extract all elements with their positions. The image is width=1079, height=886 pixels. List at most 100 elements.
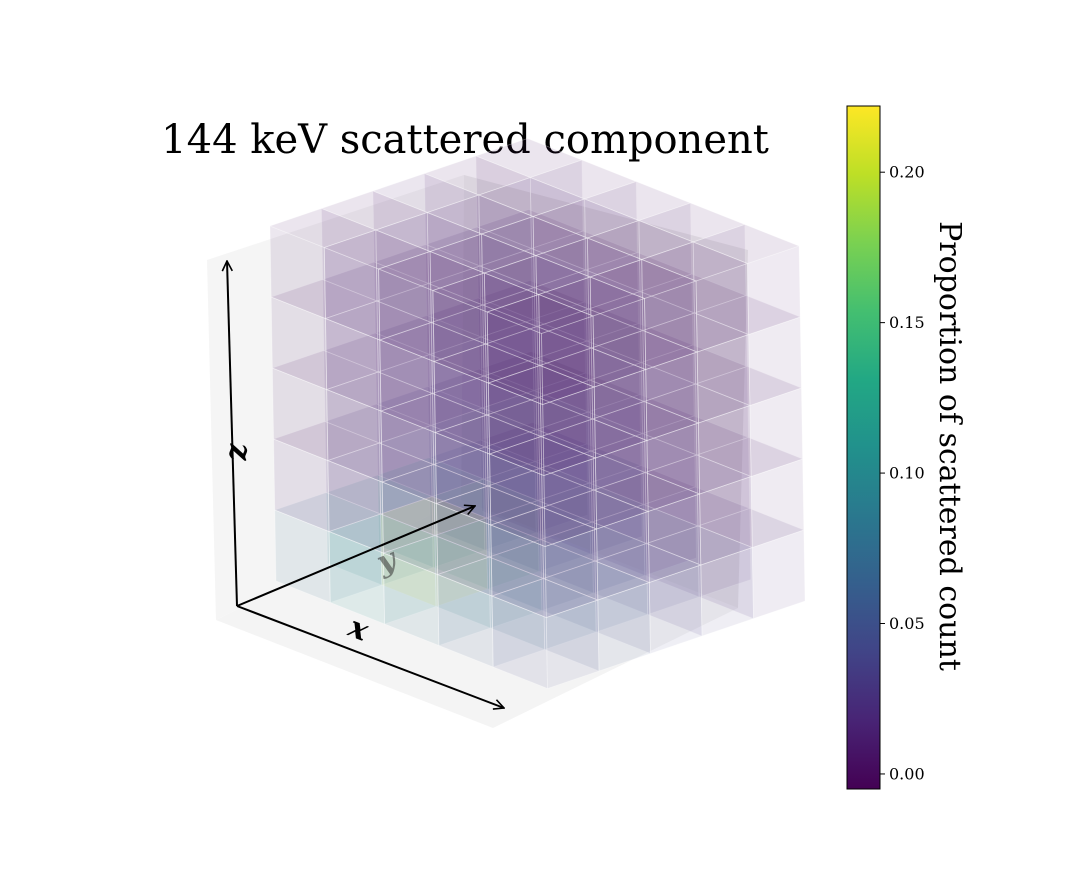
- voxel-face-side: [481, 215, 535, 306]
- voxel-2-1-0: [433, 517, 543, 629]
- voxel-face-top: [538, 347, 647, 388]
- voxel-3-2-2: [537, 379, 646, 491]
- voxel-3-2-0: [539, 521, 649, 633]
- voxel-2-4-1: [587, 394, 696, 506]
- voxel-4-4-2: [694, 366, 804, 478]
- voxel-face-front: [486, 414, 543, 509]
- voxel-face-side: [639, 273, 694, 364]
- voxel-face-top: [535, 411, 644, 452]
- voxel-face-front: [426, 211, 484, 306]
- voxel-face-top: [692, 224, 801, 264]
- voxel-2-4-3: [584, 252, 694, 364]
- voxel-face-front: [427, 385, 485, 480]
- voxel-face-top: [478, 248, 587, 288]
- voxel-face-front: [483, 375, 540, 470]
- voxel-face-front: [433, 360, 491, 455]
- voxel-3-1-0: [488, 539, 597, 651]
- voxel-face-top: [529, 159, 638, 200]
- colorbar-gradient: [846, 105, 881, 790]
- voxel-face-side: [479, 247, 534, 338]
- voxel-0-2-1: [375, 386, 485, 498]
- voxel-face-top: [478, 351, 587, 391]
- voxel-face-front: [434, 431, 492, 526]
- voxel-1-3-0: [482, 461, 592, 573]
- voxel-face-front: [533, 286, 591, 381]
- voxel-1-0-0: [327, 513, 437, 625]
- voxel-face-front: [584, 198, 641, 293]
- voxel-1-0-2: [325, 371, 435, 483]
- voxel-face-side: [588, 290, 642, 381]
- voxel-0-2-4: [371, 173, 481, 285]
- voxel-face-top: [641, 312, 750, 353]
- voxel-face-front: [373, 261, 431, 356]
- voxel-face-side: [426, 194, 481, 285]
- voxel-face-top: [433, 517, 542, 558]
- voxel-4-3-4: [640, 241, 750, 353]
- left-wall-pane: [207, 175, 464, 620]
- voxel-face-front: [374, 332, 432, 427]
- voxel-2-0-0: [382, 535, 491, 647]
- voxel-face-side: [542, 386, 596, 477]
- voxel-face-top: [536, 482, 645, 523]
- voxel-face-front: [271, 367, 329, 462]
- voxel-face-front: [428, 282, 485, 377]
- voxel-face-side: [640, 344, 695, 435]
- voxel-face-front: [477, 297, 535, 392]
- voxel-face-front: [274, 509, 331, 604]
- voxel-face-front: [480, 439, 537, 534]
- voxel-face-top: [432, 343, 542, 384]
- voxel-3-0-1: [435, 485, 544, 597]
- voxel-face-top: [430, 304, 539, 345]
- voxel-face-side: [486, 293, 541, 384]
- voxel-face-front: [638, 219, 695, 314]
- voxel-4-2-1: [592, 472, 702, 584]
- voxel-0-4-0: [479, 422, 589, 534]
- voxel-face-top: [425, 297, 534, 338]
- voxel-face-front: [377, 474, 434, 569]
- voxel-4-3-2: [642, 383, 752, 495]
- voxel-1-0-1: [326, 442, 436, 554]
- voxel-face-top: [326, 442, 435, 483]
- voxel-face-top: [587, 291, 696, 331]
- voxel-face-front: [586, 340, 643, 435]
- voxel-face-front: [590, 347, 648, 442]
- voxel-face-front: [697, 525, 754, 620]
- voxel-face-top: [584, 252, 693, 292]
- voxel-face-side: [645, 351, 699, 442]
- voxel-face-front: [540, 435, 598, 530]
- voxel-0-2-2: [374, 315, 483, 427]
- voxel-face-top: [378, 425, 487, 465]
- voxel-face-front: [529, 176, 587, 271]
- floor-pane: [216, 500, 738, 728]
- voxel-face-top: [645, 525, 754, 566]
- voxel-3-1-2: [485, 397, 595, 509]
- voxel-face-side: [491, 577, 546, 668]
- voxel-face-side: [539, 450, 593, 541]
- voxel-1-2-2: [428, 336, 538, 448]
- voxel-face-top: [592, 472, 701, 512]
- z-axis-label: z: [219, 442, 254, 462]
- voxel-face-top: [429, 407, 538, 448]
- voxel-face-side: [380, 495, 434, 586]
- voxel-face-side: [490, 506, 544, 597]
- voxel-0-1-1: [323, 403, 433, 515]
- voxel-3-4-2: [640, 344, 749, 456]
- voxel-3-0-0: [436, 556, 546, 668]
- voxel-face-front: [381, 481, 439, 576]
- voxel-face-top: [378, 322, 487, 362]
- voxel-face-top: [693, 295, 802, 335]
- voxel-face-top: [434, 414, 543, 455]
- voxel-face-side: [437, 556, 491, 647]
- voxel-face-front: [541, 506, 599, 601]
- voxel-face-top: [487, 365, 596, 405]
- voxel-3-4-1: [641, 415, 750, 527]
- voxel-face-side: [380, 392, 435, 483]
- voxel-face-front: [376, 300, 433, 395]
- voxel-face-side: [543, 560, 597, 651]
- voxel-face-top: [537, 379, 646, 420]
- voxel-3-0-4: [431, 272, 541, 384]
- voxel-face-top: [371, 173, 480, 213]
- voxel-face-side: [695, 365, 749, 456]
- voxel-face-side: [540, 521, 594, 612]
- voxel-4-4-0: [696, 508, 806, 620]
